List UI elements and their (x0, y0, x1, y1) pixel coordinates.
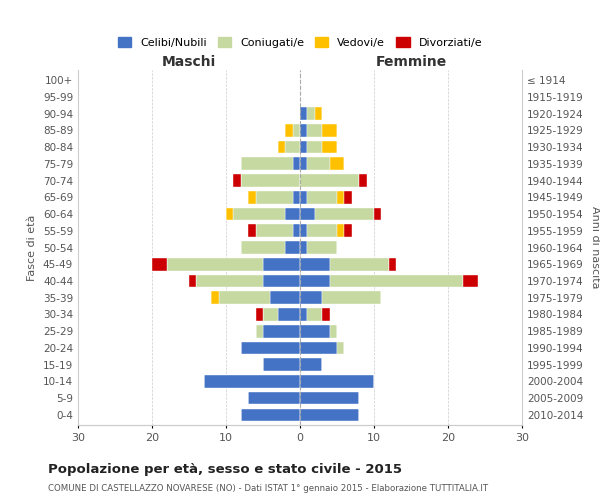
Bar (307, 140, 322, 153)
Bar (241, 342, 300, 354)
Bar (196, 274, 263, 287)
Bar (300, 375, 374, 388)
Bar (329, 274, 463, 287)
Bar (233, 174, 241, 187)
Bar (359, 174, 367, 187)
Bar (344, 224, 352, 237)
Bar (226, 208, 233, 220)
Bar (307, 108, 315, 120)
Bar (256, 325, 263, 338)
Bar (248, 224, 256, 237)
Bar (263, 325, 300, 338)
Bar (315, 108, 322, 120)
Bar (337, 224, 344, 237)
Bar (167, 258, 263, 270)
Bar (463, 274, 478, 287)
Bar (300, 274, 329, 287)
Bar (271, 292, 300, 304)
Bar (300, 392, 359, 404)
Bar (233, 208, 285, 220)
Bar (241, 408, 300, 421)
Bar (300, 191, 307, 203)
Bar (285, 140, 300, 153)
Bar (204, 375, 300, 388)
Bar (307, 308, 322, 321)
Bar (256, 191, 293, 203)
Bar (189, 274, 196, 287)
Bar (263, 358, 300, 371)
Bar (300, 108, 307, 120)
Bar (300, 174, 359, 187)
Bar (300, 342, 337, 354)
Bar (337, 191, 344, 203)
Bar (300, 224, 307, 237)
Bar (300, 292, 322, 304)
Bar (322, 124, 337, 136)
Bar (389, 258, 396, 270)
Bar (307, 241, 337, 254)
Bar (300, 124, 307, 136)
Text: COMUNE DI CASTELLAZZO NOVARESE (NO) - Dati ISTAT 1° gennaio 2015 - Elaborazione : COMUNE DI CASTELLAZZO NOVARESE (NO) - Da… (48, 484, 488, 493)
Bar (241, 174, 300, 187)
Text: Popolazione per età, sesso e stato civile - 2015: Popolazione per età, sesso e stato civil… (48, 462, 402, 475)
Bar (285, 208, 300, 220)
Legend: Celibi/Nubili, Coniugati/e, Vedovi/e, Divorziati/e: Celibi/Nubili, Coniugati/e, Vedovi/e, Di… (113, 33, 487, 52)
Bar (152, 258, 167, 270)
Bar (329, 325, 337, 338)
Bar (300, 308, 307, 321)
Text: Maschi: Maschi (162, 55, 216, 69)
Bar (322, 308, 329, 321)
Bar (374, 208, 382, 220)
Bar (293, 224, 300, 237)
Bar (300, 208, 315, 220)
Bar (344, 191, 352, 203)
Bar (285, 124, 293, 136)
Bar (307, 191, 337, 203)
Bar (307, 124, 322, 136)
Bar (329, 258, 389, 270)
Bar (263, 308, 278, 321)
Bar (278, 140, 285, 153)
Bar (218, 292, 271, 304)
Bar (322, 292, 382, 304)
Y-axis label: Anni di nascita: Anni di nascita (590, 206, 600, 289)
Bar (263, 258, 300, 270)
Bar (263, 274, 300, 287)
Bar (300, 140, 307, 153)
Text: Femmine: Femmine (376, 55, 446, 69)
Bar (300, 325, 329, 338)
Bar (337, 342, 344, 354)
Bar (256, 224, 293, 237)
Bar (248, 392, 300, 404)
Bar (315, 208, 374, 220)
Bar (300, 158, 307, 170)
Y-axis label: Fasce di età: Fasce di età (28, 214, 37, 280)
Bar (300, 258, 329, 270)
Bar (241, 158, 293, 170)
Bar (293, 158, 300, 170)
Bar (278, 308, 300, 321)
Bar (322, 140, 337, 153)
Bar (307, 224, 337, 237)
Bar (300, 241, 307, 254)
Bar (241, 241, 285, 254)
Bar (293, 124, 300, 136)
Bar (329, 158, 344, 170)
Bar (300, 408, 359, 421)
Bar (211, 292, 218, 304)
Bar (285, 241, 300, 254)
Bar (307, 158, 329, 170)
Bar (300, 358, 322, 371)
Bar (256, 308, 263, 321)
Bar (248, 191, 256, 203)
Bar (293, 191, 300, 203)
